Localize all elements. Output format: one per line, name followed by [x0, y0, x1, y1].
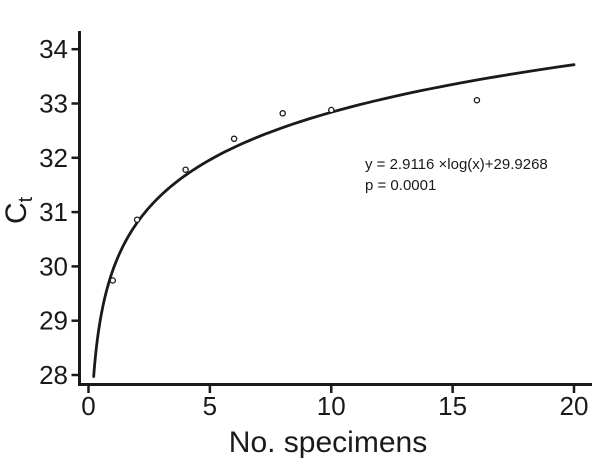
y-axis-title: Ct: [0, 196, 37, 224]
data-point: [279, 110, 286, 117]
x-tick-label: 15: [438, 391, 467, 421]
plot-area: 28 29 30 31 32 33 34 0 5 10 15 20: [39, 31, 592, 421]
y-axis-title-base: C: [0, 202, 33, 224]
data-point: [328, 106, 335, 114]
x-tick-label: 10: [317, 391, 346, 421]
y-tick-label: 34: [39, 34, 68, 64]
y-tick-label: 31: [39, 197, 68, 227]
data-point: [133, 216, 141, 223]
y-tick-label: 28: [39, 360, 68, 390]
y-axis-title-subscript: t: [15, 196, 37, 202]
x-tick-label: 0: [81, 391, 95, 421]
y-tick-label: 29: [39, 306, 68, 336]
y-tick-label: 33: [39, 89, 68, 119]
data-point: [230, 135, 238, 143]
p-value-label: p = 0.0001: [365, 177, 436, 194]
data-point: [109, 277, 117, 284]
x-tick-label: 20: [560, 391, 589, 421]
fit-equation-label: y = 2.9116 ×log(x)+29.9268: [365, 156, 548, 173]
y-tick-label: 30: [39, 251, 68, 281]
x-tick-label: 5: [203, 391, 217, 421]
data-point: [182, 166, 189, 173]
x-axis-title: No. specimens: [229, 426, 427, 459]
data-point: [473, 96, 481, 104]
y-tick-label: 32: [39, 143, 68, 173]
